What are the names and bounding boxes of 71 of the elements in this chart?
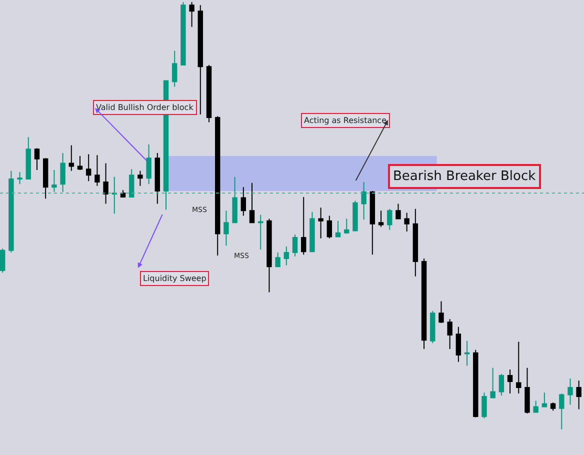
candlestick (224, 210, 229, 246)
candlestick (326, 215, 332, 239)
candlestick (68, 144, 74, 172)
candlestick (568, 378, 573, 406)
candlestick (292, 234, 298, 257)
candlestick (516, 341, 522, 394)
candlestick (464, 340, 470, 366)
candlestick (60, 152, 66, 192)
candlestick (421, 258, 427, 350)
candlestick (34, 148, 40, 171)
candlestick (206, 64, 212, 123)
candlestick (266, 218, 272, 293)
annotation: Liquidity Sweep (143, 274, 206, 283)
candlestick (172, 50, 178, 88)
candlestick (249, 182, 255, 224)
candlestick (146, 144, 152, 185)
candlestick (103, 162, 108, 204)
candlestick (198, 4, 204, 115)
candlestick (378, 210, 384, 228)
candlestick (77, 155, 83, 171)
candlestick (310, 211, 315, 252)
candlestick (370, 190, 376, 256)
candlestick (507, 369, 513, 394)
candlestick (576, 380, 582, 410)
candlestick (138, 170, 143, 186)
candlestick (189, 2, 194, 28)
candlestick (335, 220, 341, 238)
candlestick (180, 2, 186, 66)
candlestick (128, 168, 134, 198)
candlestick (17, 172, 22, 185)
candlestick (0, 248, 6, 274)
candlestick (361, 182, 366, 220)
band-label: Bearish Breaker Block (393, 169, 536, 184)
candlestick (352, 200, 358, 232)
candlestick (438, 300, 444, 324)
candlestick (412, 208, 418, 277)
candlestick (112, 176, 117, 214)
candlestick (26, 136, 31, 180)
candlestick (94, 154, 100, 186)
candlestick (490, 367, 496, 398)
candlestick (524, 367, 530, 414)
candlestick (301, 196, 306, 256)
candlestick (404, 212, 410, 232)
candlestick (8, 170, 14, 253)
candlestick (275, 252, 280, 268)
candlestick (542, 392, 548, 408)
candlestick (387, 208, 392, 230)
candlestick (42, 158, 48, 200)
candlestick (86, 154, 92, 182)
candlestick (258, 214, 264, 250)
candlestick (473, 349, 478, 418)
candlestick (533, 400, 538, 413)
candlestick (344, 218, 350, 234)
candlestick (318, 207, 324, 239)
candlestick (430, 310, 436, 344)
candlestick (550, 402, 556, 412)
candlestick (396, 203, 401, 220)
candlestick (498, 373, 504, 396)
candlestick (52, 170, 57, 192)
candlestick (240, 186, 246, 216)
candlestick (559, 392, 564, 430)
candlestick (284, 246, 290, 266)
candlestick (120, 190, 126, 198)
candlestick (482, 392, 487, 419)
annotation: Valid Bullish Order block (96, 103, 194, 112)
candlestick (447, 318, 452, 350)
candlestick (456, 326, 462, 362)
annotation: Acting as Resistance (304, 116, 387, 125)
candlestick (232, 176, 238, 224)
candlestick (215, 116, 220, 256)
candlestick (154, 152, 160, 204)
